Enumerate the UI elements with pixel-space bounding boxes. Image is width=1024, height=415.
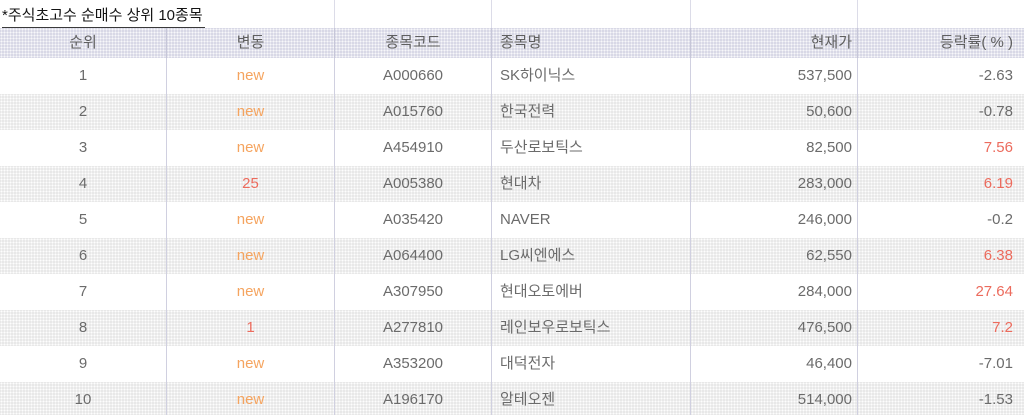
change-cell: new xyxy=(167,238,335,274)
table-row[interactable]: 7 new A307950 현대오토에버 284,000 27.64 xyxy=(0,274,1024,310)
change-rate-cell: -0.2 xyxy=(858,202,1024,238)
stock-code-cell: A196170 xyxy=(335,382,492,415)
table-row[interactable]: 6 new A064400 LG씨엔에스 62,550 6.38 xyxy=(0,238,1024,274)
stock-code-cell: A000660 xyxy=(335,58,492,94)
title-grid-spacer xyxy=(858,0,1024,28)
rank-cell: 5 xyxy=(0,202,167,238)
stock-name-cell: NAVER xyxy=(492,202,691,238)
title-grid-spacer xyxy=(691,0,858,28)
change-rate-cell: 7.56 xyxy=(858,130,1024,166)
current-price-cell: 537,500 xyxy=(691,58,858,94)
change-rate-cell: -2.63 xyxy=(858,58,1024,94)
header-price: 현재가 xyxy=(691,28,858,58)
change-cell: new xyxy=(167,202,335,238)
table-row[interactable]: 5 new A035420 NAVER 246,000 -0.2 xyxy=(0,202,1024,238)
table-row[interactable]: 3 new A454910 두산로보틱스 82,500 7.56 xyxy=(0,130,1024,166)
stock-name-cell: LG씨엔에스 xyxy=(492,238,691,274)
current-price-cell: 46,400 xyxy=(691,346,858,382)
change-cell: new xyxy=(167,346,335,382)
table-header-row: 순위 변동 종목코드 종목명 현재가 등락률( % ) xyxy=(0,28,1024,58)
table-row[interactable]: 10 new A196170 알테오젠 514,000 -1.53 xyxy=(0,382,1024,415)
stock-code-cell: A005380 xyxy=(335,166,492,202)
stock-code-cell: A277810 xyxy=(335,310,492,346)
current-price-cell: 476,500 xyxy=(691,310,858,346)
stock-name-cell: 레인보우로보틱스 xyxy=(492,310,691,346)
change-cell: new xyxy=(167,58,335,94)
current-price-cell: 283,000 xyxy=(691,166,858,202)
change-cell: 1 xyxy=(167,310,335,346)
stock-code-cell: A015760 xyxy=(335,94,492,130)
current-price-cell: 246,000 xyxy=(691,202,858,238)
change-rate-cell: 27.64 xyxy=(858,274,1024,310)
title-grid-spacer xyxy=(335,0,492,28)
change-rate-cell: -1.53 xyxy=(858,382,1024,415)
current-price-cell: 514,000 xyxy=(691,382,858,415)
page-title: *주식초고수 순매수 상위 10종목 xyxy=(2,4,205,28)
rank-cell: 9 xyxy=(0,346,167,382)
current-price-cell: 50,600 xyxy=(691,94,858,130)
change-cell: new xyxy=(167,382,335,415)
title-cell: *주식초고수 순매수 상위 10종목 xyxy=(0,0,335,28)
table-row[interactable]: 9 new A353200 대덕전자 46,400 -7.01 xyxy=(0,346,1024,382)
title-grid-spacer xyxy=(492,0,691,28)
change-rate-cell: 6.19 xyxy=(858,166,1024,202)
current-price-cell: 284,000 xyxy=(691,274,858,310)
stock-name-cell: 대덕전자 xyxy=(492,346,691,382)
stock-code-cell: A035420 xyxy=(335,202,492,238)
stock-name-cell: 현대오토에버 xyxy=(492,274,691,310)
table-row[interactable]: 4 25 A005380 현대차 283,000 6.19 xyxy=(0,166,1024,202)
change-rate-cell: -7.01 xyxy=(858,346,1024,382)
title-row: *주식초고수 순매수 상위 10종목 xyxy=(0,0,1024,28)
table-body: 1 new A000660 SK하이닉스 537,500 -2.63 2 new… xyxy=(0,58,1024,415)
change-cell: new xyxy=(167,94,335,130)
table-row[interactable]: 8 1 A277810 레인보우로보틱스 476,500 7.2 xyxy=(0,310,1024,346)
rank-cell: 2 xyxy=(0,94,167,130)
header-rank: 순위 xyxy=(0,28,167,58)
change-cell: 25 xyxy=(167,166,335,202)
header-change-rate: 등락률( % ) xyxy=(858,28,1024,58)
stock-code-cell: A064400 xyxy=(335,238,492,274)
stock-name-cell: 현대차 xyxy=(492,166,691,202)
rank-cell: 1 xyxy=(0,58,167,94)
stock-code-cell: A353200 xyxy=(335,346,492,382)
change-cell: new xyxy=(167,274,335,310)
rank-cell: 7 xyxy=(0,274,167,310)
header-stock-code: 종목코드 xyxy=(335,28,492,58)
stock-name-cell: 두산로보틱스 xyxy=(492,130,691,166)
stock-code-cell: A307950 xyxy=(335,274,492,310)
stock-code-cell: A454910 xyxy=(335,130,492,166)
change-rate-cell: 7.2 xyxy=(858,310,1024,346)
stock-name-cell: 한국전력 xyxy=(492,94,691,130)
stock-name-cell: SK하이닉스 xyxy=(492,58,691,94)
current-price-cell: 62,550 xyxy=(691,238,858,274)
header-stock-name: 종목명 xyxy=(492,28,691,58)
table-row[interactable]: 1 new A000660 SK하이닉스 537,500 -2.63 xyxy=(0,58,1024,94)
rank-cell: 8 xyxy=(0,310,167,346)
current-price-cell: 82,500 xyxy=(691,130,858,166)
header-change: 변동 xyxy=(167,28,335,58)
change-cell: new xyxy=(167,130,335,166)
rank-cell: 4 xyxy=(0,166,167,202)
table-row[interactable]: 2 new A015760 한국전력 50,600 -0.78 xyxy=(0,94,1024,130)
change-rate-cell: 6.38 xyxy=(858,238,1024,274)
change-rate-cell: -0.78 xyxy=(858,94,1024,130)
rank-cell: 3 xyxy=(0,130,167,166)
rank-cell: 6 xyxy=(0,238,167,274)
stock-name-cell: 알테오젠 xyxy=(492,382,691,415)
rank-cell: 10 xyxy=(0,382,167,415)
